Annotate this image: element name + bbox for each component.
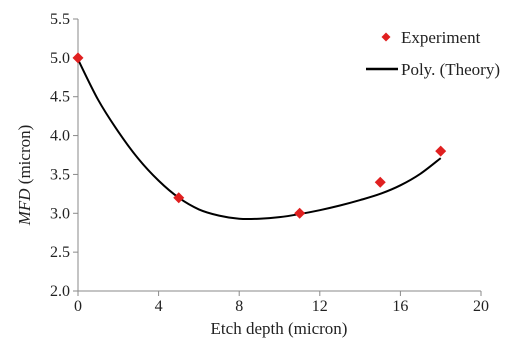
plot-area xyxy=(72,52,447,221)
y-axis-title: MFD (micron) xyxy=(15,125,34,227)
x-tick-label: 16 xyxy=(392,298,408,315)
x-tick-label: 8 xyxy=(235,298,243,315)
x-tick-label: 12 xyxy=(312,298,328,315)
tick-labels: 0 4 8 12 16 20 2.0 2.5 3.0 3.5 4.0 4.5 5.0 5.5 xyxy=(50,11,489,315)
y-tick-label: 3.0 xyxy=(50,205,70,222)
y-axis-title-unit: (micron) xyxy=(15,125,34,189)
legend-label-theory: Poly. (Theory) xyxy=(401,60,500,79)
axes xyxy=(73,18,482,296)
experiment-point xyxy=(173,192,185,204)
legend-label-experiment: Experiment xyxy=(401,28,481,47)
y-tick-label: 2.0 xyxy=(50,283,70,300)
experiment-point xyxy=(72,52,84,64)
x-tick-label: 0 xyxy=(74,298,82,315)
y-tick-label: 2.5 xyxy=(50,244,70,261)
experiment-point xyxy=(374,176,386,188)
experiment-point xyxy=(294,207,306,219)
y-tick-label: 5.5 xyxy=(50,11,70,28)
x-tick-label: 4 xyxy=(155,298,163,315)
y-tick-label: 5.0 xyxy=(50,50,70,67)
y-tick-label: 3.5 xyxy=(50,166,70,183)
y-tick-label: 4.5 xyxy=(50,89,70,106)
y-axis-title-italic: MFD xyxy=(15,188,34,227)
y-tick-label: 4.0 xyxy=(50,128,70,145)
theory-curve xyxy=(77,58,442,221)
x-tick-label: 20 xyxy=(473,298,489,315)
legend: Experiment Poly. (Theory) xyxy=(366,28,500,79)
experiment-point xyxy=(435,145,447,157)
x-axis-title: Etch depth (micron) xyxy=(211,319,348,338)
legend-marker-experiment xyxy=(381,32,391,42)
